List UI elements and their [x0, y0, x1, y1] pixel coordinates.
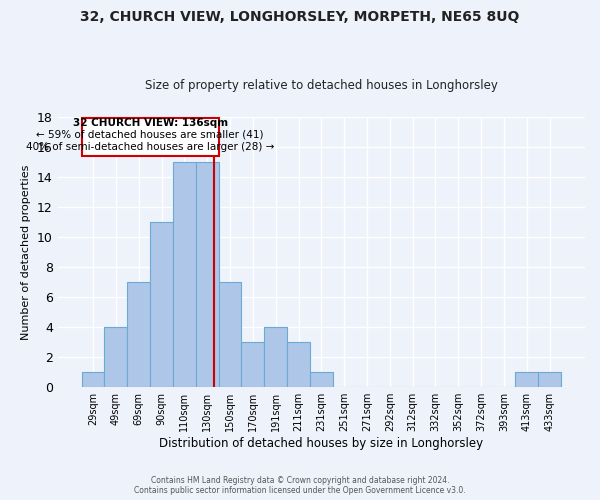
Text: 40% of semi-detached houses are larger (28) →: 40% of semi-detached houses are larger (…	[26, 142, 274, 152]
Bar	[218, 282, 241, 387]
FancyBboxPatch shape	[82, 118, 218, 156]
Text: 32 CHURCH VIEW: 136sqm: 32 CHURCH VIEW: 136sqm	[73, 118, 227, 128]
Bar	[241, 342, 264, 387]
Text: Contains HM Land Registry data © Crown copyright and database right 2024.
Contai: Contains HM Land Registry data © Crown c…	[134, 476, 466, 495]
Bar	[196, 162, 218, 387]
Bar	[264, 327, 287, 387]
Text: ← 59% of detached houses are smaller (41): ← 59% of detached houses are smaller (41…	[37, 130, 264, 140]
Bar	[515, 372, 538, 387]
Bar	[538, 372, 561, 387]
Bar	[173, 162, 196, 387]
Title: Size of property relative to detached houses in Longhorsley: Size of property relative to detached ho…	[145, 79, 498, 92]
Bar	[287, 342, 310, 387]
Text: 32, CHURCH VIEW, LONGHORSLEY, MORPETH, NE65 8UQ: 32, CHURCH VIEW, LONGHORSLEY, MORPETH, N…	[80, 10, 520, 24]
Bar	[104, 327, 127, 387]
Bar	[127, 282, 150, 387]
Bar	[310, 372, 333, 387]
Bar	[82, 372, 104, 387]
Bar	[150, 222, 173, 387]
Y-axis label: Number of detached properties: Number of detached properties	[22, 164, 31, 340]
X-axis label: Distribution of detached houses by size in Longhorsley: Distribution of detached houses by size …	[159, 437, 484, 450]
